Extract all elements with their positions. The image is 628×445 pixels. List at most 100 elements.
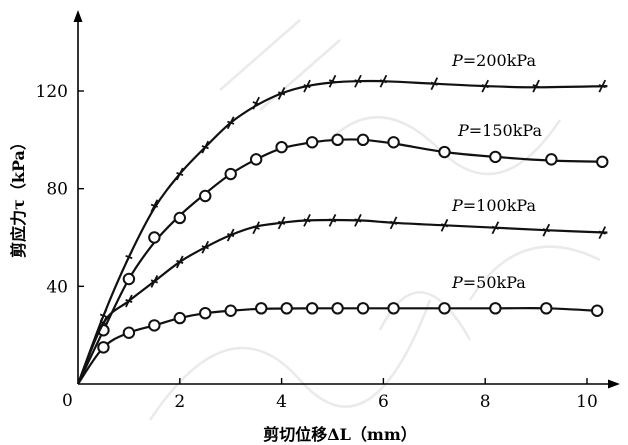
cross-stroke (176, 259, 184, 264)
cross-stroke (389, 220, 398, 225)
series-group (76, 74, 609, 385)
cross-stroke (303, 84, 311, 89)
series-label-50-prefix: P (451, 273, 463, 292)
series-0-point-11 (379, 74, 388, 88)
series-0-point-6 (252, 96, 260, 110)
series-0-point-14 (532, 79, 540, 93)
series-0-point-4 (201, 140, 210, 154)
series-label-100-rest: =100kPa (463, 196, 537, 215)
series-2-point-13 (491, 221, 500, 235)
series-label-200: P=200kPa (451, 51, 536, 70)
series-1-point-15 (596, 155, 609, 169)
series-2-point-14 (542, 223, 551, 237)
y-ticks: 40 80 120 (36, 82, 84, 297)
series-label-50: P=50kPa (451, 273, 526, 292)
series-0-point-2 (150, 199, 159, 213)
cross-stroke (252, 225, 260, 230)
series-line-1 (77, 138, 608, 385)
y-tick-label-120: 120 (36, 82, 68, 102)
series-0-point-10 (354, 74, 362, 88)
series-label-150-rest: =150kPa (469, 121, 543, 140)
series-3-point-9 (331, 302, 344, 315)
y-tick-label-80: 80 (46, 180, 68, 200)
cross-stroke (201, 245, 209, 250)
cross-stroke (125, 298, 133, 304)
series-2-point-15 (598, 226, 607, 240)
y-axis-arrow (73, 10, 83, 22)
cross-stroke (598, 84, 606, 89)
cross-stroke (277, 91, 286, 96)
series-label-150: P=150kPa (457, 121, 542, 140)
series-3-point-11 (387, 302, 400, 315)
cross-stroke (481, 84, 489, 89)
cross-stroke (328, 79, 337, 84)
series-label-200-prefix: P (451, 51, 463, 70)
cross-stroke (252, 101, 260, 106)
series-1-point-1 (122, 272, 136, 286)
cross-stroke (328, 218, 337, 223)
series-1-point-14 (545, 153, 558, 166)
series-3-point-12 (438, 302, 451, 315)
series-2-point-2 (150, 275, 159, 288)
series-2-point-4 (201, 240, 210, 254)
series-3-point-10 (356, 302, 370, 315)
cross-stroke (277, 220, 286, 225)
series-0 (76, 74, 608, 385)
series-1 (77, 133, 609, 385)
series-label-50-rest: =50kPa (463, 273, 527, 292)
series-2-point-12 (440, 218, 449, 232)
series-1-point-6 (249, 153, 263, 166)
series-1-point-12 (438, 145, 451, 159)
cross-stroke (176, 171, 184, 177)
series-3-point-13 (489, 302, 502, 315)
series-1-point-10 (356, 133, 370, 147)
cross-stroke (201, 145, 209, 150)
series-3-point-6 (255, 302, 268, 315)
series-1-point-2 (148, 231, 161, 244)
x-tick-label-2: 2 (174, 392, 185, 412)
series-3-point-5 (224, 304, 237, 317)
cross-stroke (542, 228, 550, 233)
cross-stroke (440, 223, 449, 228)
series-label-100: P=100kPa (451, 196, 536, 215)
series-0-point-0 (99, 309, 108, 323)
series-3-point-3 (173, 311, 187, 325)
cross-stroke (379, 79, 388, 84)
series-1-point-4 (199, 189, 212, 203)
cross-stroke (227, 233, 235, 238)
series-2 (76, 214, 608, 385)
series-label-200-rest: =200kPa (463, 51, 537, 70)
series-3-point-0 (97, 341, 110, 354)
series-2-point-8 (303, 214, 311, 227)
x-tick-label-6: 6 (378, 392, 389, 412)
series-label-150-prefix: P (457, 121, 469, 140)
x-tick-label-8: 8 (480, 392, 491, 412)
series-2-point-3 (175, 255, 184, 269)
series-1-point-7 (275, 140, 288, 154)
cross-stroke (354, 218, 362, 223)
cross-stroke (150, 279, 158, 284)
series-1-point-3 (173, 211, 187, 225)
series-3 (77, 302, 604, 385)
cross-stroke (303, 218, 311, 223)
series-0-point-1 (125, 250, 133, 264)
series-0-point-9 (328, 74, 337, 88)
series-0-point-3 (175, 167, 184, 181)
origin-label: 0 (62, 391, 73, 411)
series-3-point-14 (540, 302, 553, 315)
series-1-point-13 (489, 150, 502, 164)
series-3-point-8 (305, 302, 319, 315)
cross-stroke (99, 320, 108, 326)
series-3-point-4 (199, 306, 212, 320)
cross-stroke (598, 230, 606, 235)
series-2-point-11 (389, 216, 398, 230)
series-0-point-7 (277, 87, 286, 100)
cross-stroke (125, 254, 133, 260)
series-1-point-11 (387, 136, 400, 149)
cross-stroke (227, 120, 235, 125)
cross-stroke (532, 84, 540, 89)
series-line-2 (76, 219, 608, 385)
axes (73, 10, 620, 389)
cross-stroke (99, 313, 108, 318)
